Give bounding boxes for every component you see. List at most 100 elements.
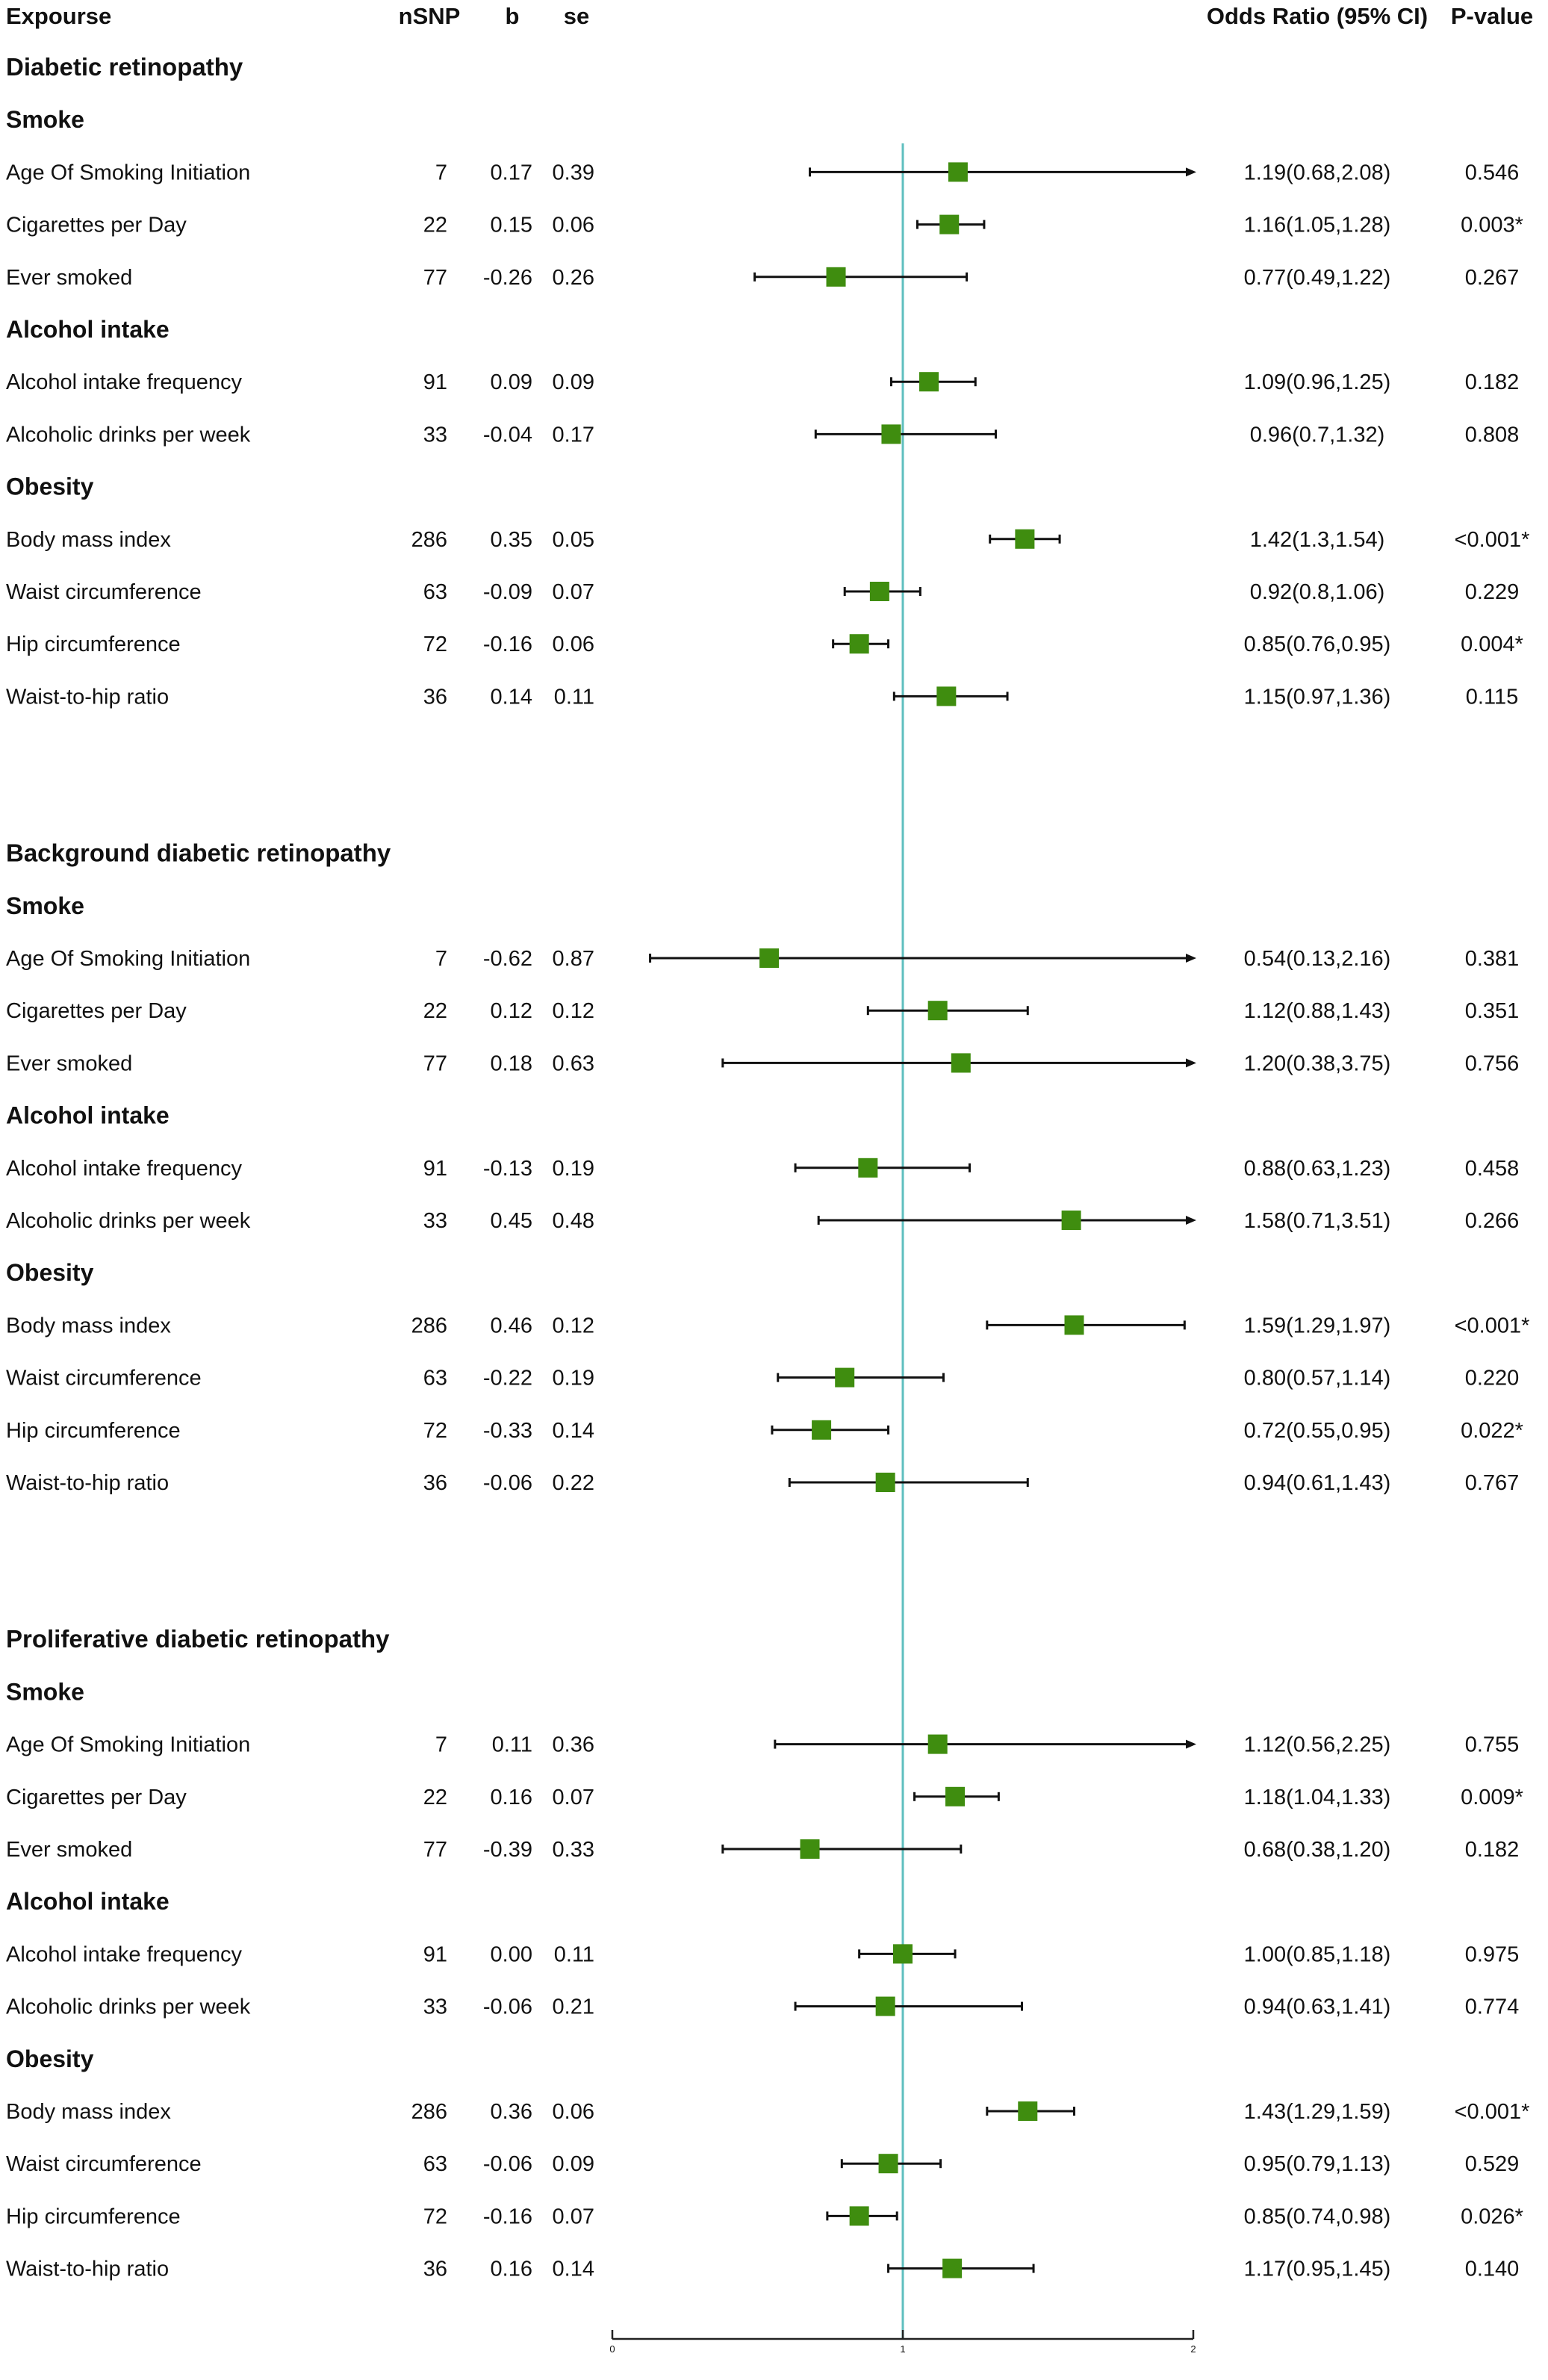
exposure-label: Ever smoked [6,1051,132,1075]
p-value: 0.022* [1461,1419,1523,1443]
forest-row: Waist-to-hip ratio 36 0.14 0.11 1.15(0.97,1.… [6,685,1518,709]
or-ci-value: 0.88(0.63,1.23) [1244,1157,1391,1181]
forest-row: Hip circumference 72 -0.16 0.07 0.85(0.74,0.… [6,2205,1523,2228]
nsnp-value: 33 [423,1995,447,2019]
exposure-label: Cigarettes per Day [6,214,187,237]
forest-row: Alcohol intake frequency 91 0.09 0.09 1.09(0… [6,370,1519,394]
or-ci-value: 0.95(0.79,1.13) [1244,2152,1391,2176]
subgroup-label: Obesity [6,2045,94,2072]
b-value: 0.15 [491,214,532,237]
group-label: Background diabetic retinopathy [6,839,391,867]
se-value: 0.06 [553,214,594,237]
b-value: -0.09 [483,580,532,604]
or-ci-value: 1.18(1.04,1.33) [1244,1786,1391,1809]
exposure-label: Waist circumference [6,1367,202,1391]
se-value: 0.06 [553,633,594,656]
or-ci-value: 1.42(1.3,1.54) [1250,528,1385,552]
p-value: <0.001* [1455,528,1530,552]
exposure-label: Waist circumference [6,2152,202,2176]
b-value: 0.09 [491,370,532,394]
p-value: 0.003* [1461,214,1523,237]
p-value: 0.115 [1466,685,1518,709]
header-b: b [506,3,520,29]
b-value: 0.12 [491,999,532,1023]
or-ci-value: 1.59(1.29,1.97) [1244,1314,1391,1337]
or-marker [1061,1211,1081,1230]
se-value: 0.11 [554,1942,594,1966]
forest-row: Cigarettes per Day 22 0.15 0.06 1.16(1.05,1.… [6,214,1523,237]
or-marker [875,1473,895,1492]
se-value: 0.14 [553,1419,594,1443]
se-value: 0.12 [553,999,594,1023]
b-value: -0.16 [483,633,532,656]
or-marker [948,162,968,182]
forest-row: Hip circumference 72 -0.16 0.06 0.85(0.76,0.… [6,633,1523,656]
or-marker [927,1734,948,1754]
or-ci-value: 1.09(0.96,1.25) [1244,370,1391,394]
or-ci-value: 0.72(0.55,0.95) [1244,1419,1391,1443]
b-value: 0.18 [491,1051,532,1075]
header-exposure: Expourse [6,3,111,29]
or-marker [849,2206,869,2226]
nsnp-value: 77 [423,1051,447,1075]
b-value: 0.17 [491,161,532,184]
header-nsnp: nSNP [399,3,461,29]
ci-arrow [1186,1739,1196,1749]
or-marker [812,1420,832,1440]
forest-row: Waist-to-hip ratio 36 -0.06 0.22 0.94(0.61,1… [6,1471,1519,1495]
exposure-label: Alcohol intake frequency [6,1942,242,1966]
p-value: 0.182 [1465,370,1520,394]
or-marker [826,267,846,287]
p-value: 0.458 [1465,1157,1520,1181]
x-axis: 0 1 2 [609,2330,1196,2355]
or-marker [881,424,901,444]
exposure-label: Waist-to-hip ratio [6,685,169,709]
se-value: 0.11 [554,685,594,709]
nsnp-value: 7 [435,1733,447,1757]
exposure-label: Alcoholic drinks per week [6,423,251,447]
se-value: 0.06 [553,2100,594,2124]
exposure-label: Waist circumference [6,580,202,604]
se-value: 0.36 [553,1733,594,1757]
header-p-value: P-value [1451,3,1533,29]
nsnp-value: 22 [423,214,447,237]
p-value: 0.975 [1465,1942,1520,1966]
nsnp-value: 286 [411,1314,447,1337]
b-value: 0.36 [491,2100,532,2124]
or-marker [869,582,889,601]
or-marker [893,1944,913,1964]
forest-row: Body mass index 286 0.36 0.06 1.43(1.29,1.59… [6,2100,1529,2124]
nsnp-value: 63 [423,2152,447,2176]
se-value: 0.07 [553,1786,594,1809]
b-value: -0.26 [483,266,532,290]
forest-row: Alcoholic drinks per week 33 -0.04 0.17 0.96… [6,423,1519,447]
ci-arrow [1186,954,1196,963]
or-ci-value: 1.12(0.56,2.25) [1244,1733,1391,1757]
forest-row: Alcoholic drinks per week 33 0.45 0.48 1.58(… [6,1209,1519,1233]
or-marker [942,2258,963,2278]
or-marker [945,1786,966,1806]
or-ci-value: 1.20(0.38,3.75) [1244,1051,1391,1075]
or-marker [875,1996,895,2016]
nsnp-value: 7 [435,947,447,971]
p-value: 0.546 [1465,161,1520,184]
exposure-label: Hip circumference [6,1419,181,1443]
exposure-label: Alcohol intake frequency [6,370,242,394]
or-ci-value: 1.58(0.71,3.51) [1244,1209,1391,1233]
nsnp-value: 91 [423,1157,447,1181]
nsnp-value: 286 [411,528,447,552]
exposure-label: Ever smoked [6,1838,132,1862]
subgroup-label: Obesity [6,1259,94,1286]
or-ci-value: 1.43(1.29,1.59) [1244,2100,1391,2124]
or-ci-value: 0.80(0.57,1.14) [1244,1367,1391,1391]
forest-row: Age Of Smoking Initiation 7 0.11 0.36 1.12(0… [6,1733,1519,1757]
p-value: 0.767 [1465,1471,1520,1495]
or-marker [1064,1315,1084,1335]
p-value: 0.756 [1465,1051,1520,1075]
p-value: 0.182 [1465,1838,1520,1862]
se-value: 0.48 [553,1209,594,1233]
p-value: 0.267 [1465,266,1520,290]
forest-row: Ever smoked 77 -0.26 0.26 0.77(0.49,1.22) 0.2… [6,266,1519,290]
exposure-label: Body mass index [6,528,171,552]
or-marker [849,634,869,654]
